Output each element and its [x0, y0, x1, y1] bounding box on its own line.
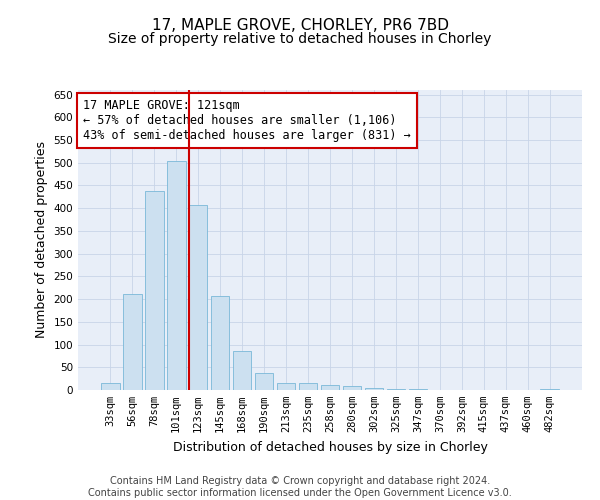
Y-axis label: Number of detached properties: Number of detached properties [35, 142, 48, 338]
Text: 17 MAPLE GROVE: 121sqm
← 57% of detached houses are smaller (1,106)
43% of semi-: 17 MAPLE GROVE: 121sqm ← 57% of detached… [83, 99, 411, 142]
Bar [189, 204, 208, 390]
Bar [541, 388, 559, 390]
Bar [365, 388, 383, 390]
Bar [123, 294, 142, 390]
X-axis label: Distribution of detached houses by size in Chorley: Distribution of detached houses by size … [173, 440, 487, 454]
Text: 17, MAPLE GROVE, CHORLEY, PR6 7BD: 17, MAPLE GROVE, CHORLEY, PR6 7BD [151, 18, 449, 32]
Text: Size of property relative to detached houses in Chorley: Size of property relative to detached ho… [109, 32, 491, 46]
Bar [343, 386, 361, 390]
Bar [255, 372, 274, 390]
Bar [211, 296, 229, 390]
Bar [320, 386, 340, 390]
Text: Contains HM Land Registry data © Crown copyright and database right 2024.
Contai: Contains HM Land Registry data © Crown c… [88, 476, 512, 498]
Bar [386, 388, 405, 390]
Bar [277, 383, 295, 390]
Bar [101, 383, 119, 390]
Bar [299, 383, 317, 390]
Bar [409, 389, 427, 390]
Bar [145, 192, 164, 390]
Bar [233, 352, 251, 390]
Bar [167, 162, 185, 390]
